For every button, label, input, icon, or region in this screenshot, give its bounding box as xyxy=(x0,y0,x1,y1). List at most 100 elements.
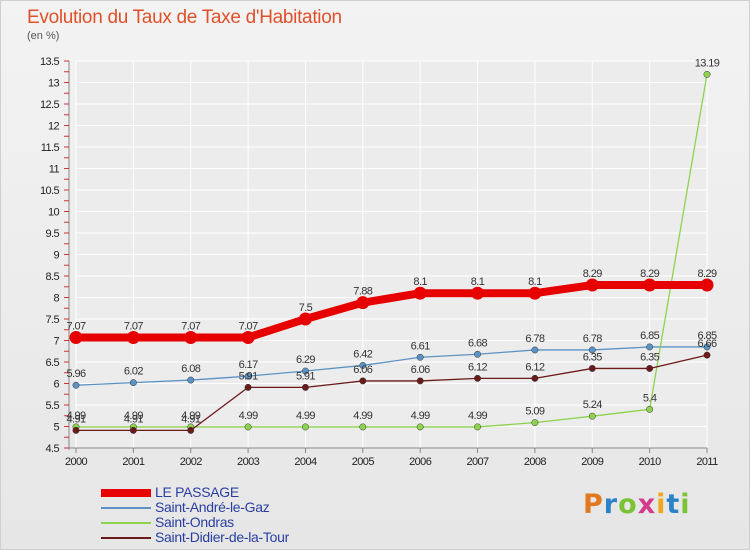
data-label: 8.1 xyxy=(528,276,542,288)
data-label: 6.78 xyxy=(525,333,544,345)
x-tick-label: 2010 xyxy=(639,456,662,468)
data-label: 4.99 xyxy=(411,410,430,422)
data-label: 7.07 xyxy=(239,320,258,332)
x-tick-label: 2008 xyxy=(524,456,547,468)
data-point xyxy=(244,423,252,431)
y-tick-label: 13.5 xyxy=(40,56,59,68)
data-point xyxy=(416,377,424,385)
y-tick-label: 5 xyxy=(53,422,59,434)
data-label: 5.96 xyxy=(66,368,85,380)
data-label: 13.19 xyxy=(695,57,720,69)
x-tick-label: 2003 xyxy=(237,456,260,468)
data-label: 6.06 xyxy=(411,364,430,376)
y-tick-label: 7.5 xyxy=(46,314,60,326)
x-tick-label: 2009 xyxy=(581,456,604,468)
data-label: 6.02 xyxy=(124,366,143,378)
data-point xyxy=(302,423,309,431)
y-tick-label: 5.5 xyxy=(46,400,60,412)
y-tick-label: 9.5 xyxy=(46,228,60,240)
x-tick-label: 2002 xyxy=(180,456,203,468)
y-tick-label: 4.5 xyxy=(46,443,60,455)
data-label: 6.78 xyxy=(583,333,602,345)
data-label: 6.17 xyxy=(239,359,258,371)
series-line-2 xyxy=(75,73,708,428)
x-tick-label: 2004 xyxy=(294,456,317,468)
data-point xyxy=(244,372,252,380)
data-point xyxy=(241,330,255,344)
data-point xyxy=(531,346,539,354)
data-label: 8.29 xyxy=(697,268,716,280)
y-tick-label: 12 xyxy=(48,121,60,133)
data-label: 6.08 xyxy=(181,363,200,375)
data-point xyxy=(474,423,481,431)
legend-label: Saint-Ondras xyxy=(155,514,234,530)
x-tick-label: 2007 xyxy=(467,456,490,468)
data-point xyxy=(416,353,424,361)
data-label: 8.1 xyxy=(413,276,427,288)
data-label: 4.99 xyxy=(296,410,315,422)
data-label: 7.07 xyxy=(181,320,200,332)
data-label: 6.35 xyxy=(583,351,602,363)
chart-title: Evolution du Taux de Taxe d'Habitation xyxy=(27,7,342,28)
legend-item: Saint-Ondras xyxy=(101,514,361,530)
data-label: 6.35 xyxy=(640,351,659,363)
data-point xyxy=(703,343,711,351)
data-point xyxy=(184,330,198,344)
data-point xyxy=(531,419,539,427)
data-point xyxy=(129,379,137,387)
y-tick-label: 9 xyxy=(53,250,59,262)
data-label: 7.07 xyxy=(124,320,143,332)
data-point xyxy=(359,423,367,431)
x-tick-label: 2005 xyxy=(352,456,375,468)
data-label: 6.12 xyxy=(468,361,487,373)
data-point xyxy=(588,346,596,354)
data-point xyxy=(72,381,80,389)
y-tick-label: 8.5 xyxy=(46,271,60,283)
legend-swatch xyxy=(101,507,151,509)
data-point xyxy=(129,426,137,434)
series-line-3 xyxy=(75,354,708,432)
data-label: 4.91 xyxy=(66,413,85,425)
data-point xyxy=(244,383,252,391)
y-tick-label: 13 xyxy=(48,78,60,90)
data-label: 8.1 xyxy=(471,276,485,288)
data-point xyxy=(356,296,370,310)
data-point xyxy=(646,405,654,413)
data-label: 4.91 xyxy=(181,413,200,425)
data-label: 5.4 xyxy=(643,392,657,404)
data-label: 6.06 xyxy=(353,364,372,376)
data-point xyxy=(302,367,309,375)
legend-swatch xyxy=(101,522,151,524)
legend-label: Saint-André-le-Gaz xyxy=(155,499,270,515)
data-label: 6.12 xyxy=(525,361,544,373)
data-label: 6.61 xyxy=(411,340,430,352)
data-point xyxy=(531,374,539,382)
x-tick-label: 2011 xyxy=(696,456,718,468)
data-label: 4.91 xyxy=(124,413,143,425)
y-tick-label: 10 xyxy=(48,207,60,219)
legend-item: Saint-Didier-de-la-Tour xyxy=(101,529,361,545)
data-label: 6.29 xyxy=(296,354,315,366)
data-label: 4.99 xyxy=(239,410,258,422)
legend-label: LE PASSAGE xyxy=(155,484,239,500)
chart-legend: LE PASSAGE Saint-André-le-Gaz Saint-Ondras… xyxy=(101,484,361,545)
x-tick-label: 2001 xyxy=(122,456,145,468)
data-point xyxy=(302,383,309,391)
data-point xyxy=(588,365,596,372)
data-point xyxy=(359,361,367,369)
proxiti-logo: Proxiti xyxy=(583,489,691,520)
data-point xyxy=(700,278,714,292)
data-label: 6.66 xyxy=(697,338,716,350)
data-label: 5.91 xyxy=(296,370,315,382)
x-tick-label: 2000 xyxy=(65,456,88,468)
y-tick-label: 6.5 xyxy=(46,357,60,369)
series-line-1 xyxy=(75,346,708,386)
data-point xyxy=(588,412,596,420)
data-point xyxy=(474,350,481,358)
data-point xyxy=(585,278,599,292)
legend-swatch xyxy=(101,489,151,497)
y-tick-label: 6 xyxy=(53,379,59,391)
data-point xyxy=(359,377,367,385)
